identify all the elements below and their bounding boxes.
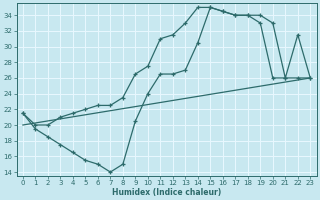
X-axis label: Humidex (Indice chaleur): Humidex (Indice chaleur) (112, 188, 221, 197)
